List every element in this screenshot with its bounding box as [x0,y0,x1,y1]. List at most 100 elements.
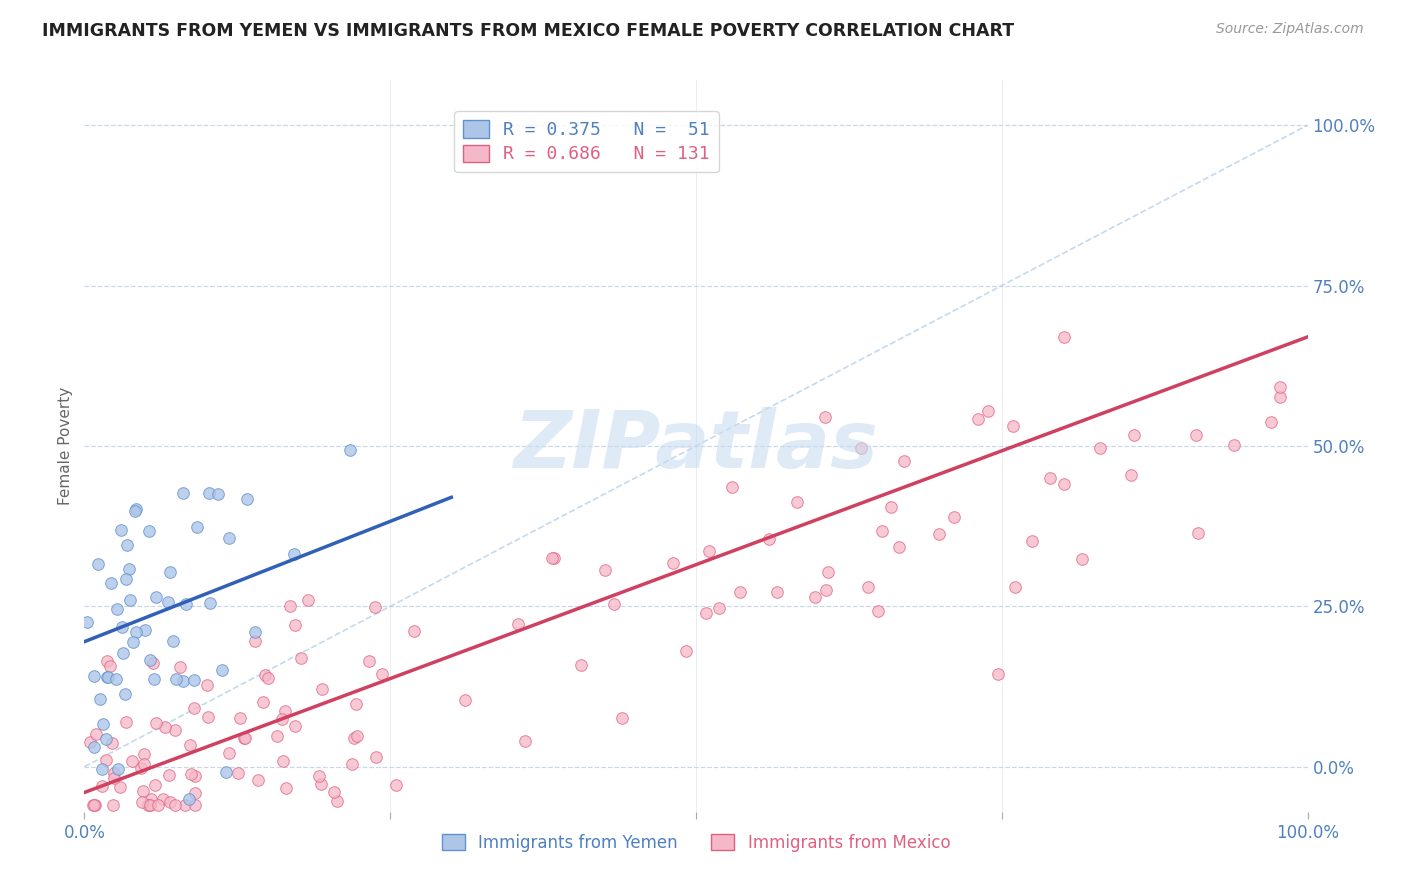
Point [1053,330,1076,344]
Point [603,597,626,611]
Point [243,633,266,648]
Point [1039,471,1062,485]
Point [340,756,363,771]
Point [229,711,252,725]
Point [132,783,155,797]
Point [118,561,141,575]
Point [284,618,307,632]
Point [112,646,135,660]
Point [266,729,288,743]
Text: ZIPatlas: ZIPatlas [513,407,879,485]
Point [879,500,901,514]
Point [817,566,839,580]
Point [169,660,191,674]
Point [180,767,202,781]
Point [136,798,159,813]
Point [252,695,274,709]
Point [730,584,752,599]
Point [233,731,256,746]
Point [325,794,347,808]
Point [115,538,138,552]
Point [198,485,221,500]
Point [107,762,129,776]
Point [357,654,380,668]
Point [1021,533,1043,548]
Point [114,714,136,729]
Point [274,781,297,796]
Point [157,595,180,609]
Point [987,667,1010,681]
Point [122,635,145,649]
Point [870,524,893,538]
Point [152,792,174,806]
Point [104,672,127,686]
Point [179,792,201,806]
Point [124,504,146,518]
Point [163,723,186,738]
Point [893,454,915,468]
Point [91,717,114,731]
Point [143,673,166,687]
Point [76,615,98,630]
Point [131,761,153,775]
Text: IMMIGRANTS FROM YEMEN VS IMMIGRANTS FROM MEXICO FEMALE POVERTY CORRELATION CHART: IMMIGRANTS FROM YEMEN VS IMMIGRANTS FROM… [42,22,1014,40]
Point [887,540,910,554]
Point [172,486,194,500]
Point [197,710,219,724]
Point [868,604,890,618]
Point [284,719,307,733]
Point [121,754,143,768]
Point [87,557,110,571]
Point [198,596,221,610]
Point [215,765,238,780]
Point [506,616,529,631]
Point [707,601,730,615]
Point [83,669,105,683]
Point [610,711,633,725]
Point [103,772,125,786]
Point [1260,415,1282,429]
Point [339,443,361,458]
Point [856,580,879,594]
Point [758,533,780,547]
Point [402,624,425,638]
Point [322,785,344,799]
Point [1270,380,1292,394]
Point [79,735,101,749]
Point [928,527,950,541]
Point [94,731,117,746]
Point [100,576,122,591]
Point [364,600,387,615]
Point [157,768,180,782]
Point [146,798,169,813]
Point [256,671,278,685]
Point [1119,467,1142,482]
Point [1122,428,1144,442]
Point [134,747,156,761]
Point [765,584,787,599]
Point [346,729,368,743]
Point [114,688,136,702]
Point [179,739,201,753]
Point [138,524,160,538]
Point [139,653,162,667]
Point [943,509,966,524]
Point [235,731,257,746]
Point [1053,477,1076,491]
Point [184,768,207,782]
Point [183,786,205,800]
Point [163,798,186,813]
Point [90,779,112,793]
Point [454,693,477,707]
Point [308,769,330,783]
Point [83,798,105,813]
Point [183,673,205,687]
Text: Source: ZipAtlas.com: Source: ZipAtlas.com [1216,22,1364,37]
Legend: Immigrants from Yemen, Immigrants from Mexico: Immigrants from Yemen, Immigrants from M… [434,827,957,858]
Point [721,481,744,495]
Point [96,752,118,766]
Point [174,597,197,611]
Point [1088,441,1111,455]
Point [273,704,295,718]
Point [183,700,205,714]
